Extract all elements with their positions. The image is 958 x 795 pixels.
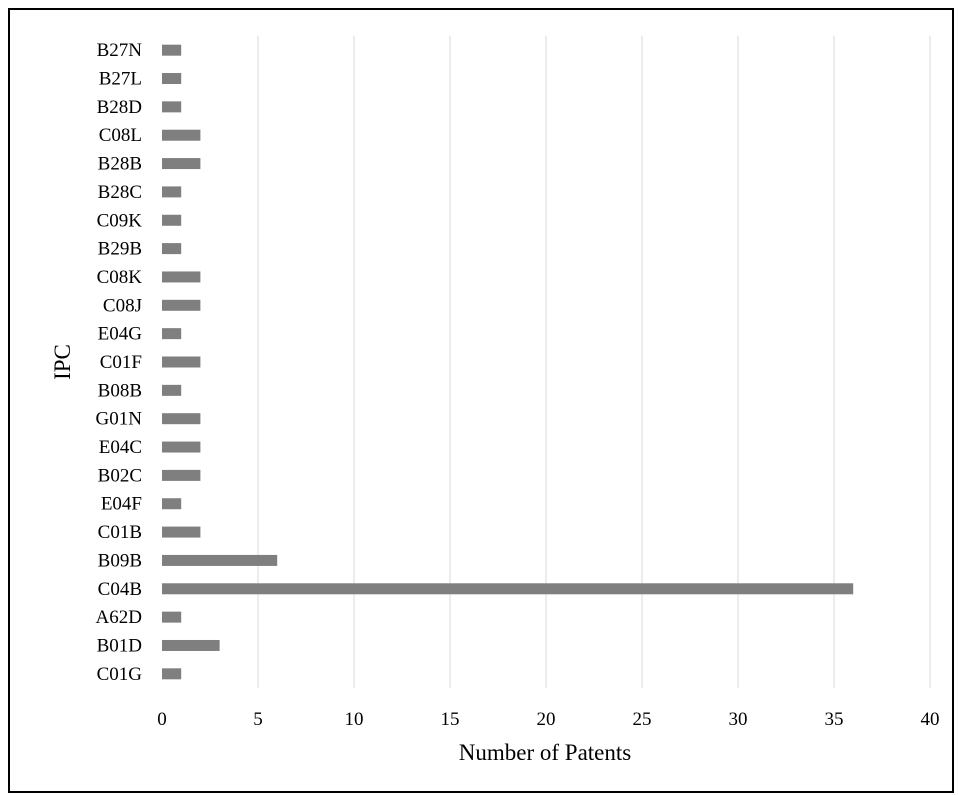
category-label: A62D — [96, 607, 142, 628]
category-label: C09K — [97, 210, 143, 231]
category-label: E04C — [99, 437, 142, 458]
x-tick-label: 5 — [253, 709, 263, 730]
bar-c01g — [162, 668, 182, 680]
bar-b01d — [162, 639, 220, 651]
bar-b29b — [162, 243, 182, 255]
category-label: B28D — [97, 97, 142, 118]
category-label: B02C — [98, 465, 142, 486]
x-tick-label: 0 — [157, 709, 167, 730]
bar-c09k — [162, 214, 182, 226]
gridlines — [257, 36, 931, 688]
bar-b27n — [162, 44, 182, 56]
bar-e04c — [162, 441, 201, 453]
x-tick-label: 10 — [345, 709, 364, 730]
category-label: C01F — [100, 352, 142, 373]
bar-g01n — [162, 413, 201, 425]
x-tick-label: 40 — [921, 709, 940, 730]
bars — [162, 44, 854, 680]
category-label: B08B — [98, 380, 142, 401]
bar-c08j — [162, 299, 201, 311]
category-label: B09B — [98, 550, 142, 571]
category-label: B27L — [99, 69, 142, 90]
bar-e04f — [162, 498, 182, 510]
x-tick-labels: 0 5 10 15 20 25 30 35 40 — [157, 709, 939, 730]
bar-c01f — [162, 356, 201, 368]
bar-b28d — [162, 101, 182, 113]
category-label: B01D — [97, 635, 142, 656]
category-label: B28B — [98, 154, 142, 175]
y-axis-title: IPC — [50, 344, 75, 380]
x-tick-label: 25 — [633, 709, 652, 730]
bar-c01b — [162, 526, 201, 538]
bar-a62d — [162, 611, 182, 623]
bar-e04g — [162, 328, 182, 340]
category-label: C08L — [99, 125, 142, 146]
x-tick-label: 20 — [537, 709, 556, 730]
category-label: C08J — [103, 295, 142, 316]
bar-c04b — [162, 583, 854, 595]
bar-b27l — [162, 73, 182, 85]
x-tick-label: 35 — [825, 709, 844, 730]
category-label: B27N — [97, 40, 143, 61]
category-label: B28C — [98, 182, 142, 203]
category-label: E04G — [98, 324, 143, 345]
category-labels: C01G B01D A62D C04B B09B C01B E04F B02C E04C G01N… — [96, 40, 143, 685]
category-label: E04F — [101, 494, 142, 515]
bar-b08b — [162, 384, 182, 396]
category-label: C04B — [98, 579, 142, 600]
category-label: C01G — [97, 664, 143, 685]
bar-b09b — [162, 554, 278, 566]
bar-c08l — [162, 129, 201, 141]
category-label: G01N — [96, 409, 143, 430]
x-tick-label: 30 — [729, 709, 748, 730]
category-label: C01B — [98, 522, 142, 543]
bar-b28b — [162, 158, 201, 170]
category-label: C08K — [97, 267, 143, 288]
bar-b28c — [162, 186, 182, 198]
category-label: B29B — [98, 239, 142, 260]
bar-b02c — [162, 469, 201, 481]
bar-c08k — [162, 271, 201, 283]
x-tick-label: 15 — [441, 709, 460, 730]
x-axis-title: Number of Patents — [459, 740, 632, 765]
